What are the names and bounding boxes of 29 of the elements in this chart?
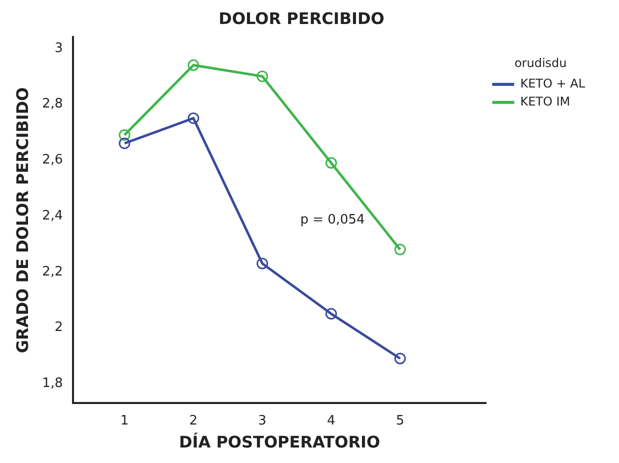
y-tick-label: 2,4 — [42, 208, 63, 224]
y-tick-label: 2,8 — [42, 96, 63, 112]
y-tick-label: 3 — [54, 40, 63, 56]
annotation: p = 0,054 — [300, 212, 365, 228]
y-tick-label: 1,8 — [42, 376, 63, 392]
y-tick-label: 2 — [54, 320, 63, 336]
legend-title: orudisdu — [514, 56, 567, 70]
point — [118, 129, 130, 141]
x-tick-label: 4 — [327, 413, 336, 428]
point — [256, 258, 268, 270]
x-axis-title: DÍA POSTOPERATORIO — [179, 432, 380, 452]
point — [256, 70, 268, 82]
point — [394, 352, 406, 364]
point — [394, 244, 406, 256]
y-tick-label: 2,2 — [42, 264, 63, 280]
legend-label: KETO + AL — [520, 76, 586, 91]
x-tick-label: 2 — [189, 413, 198, 428]
x-tick-label: 5 — [396, 413, 404, 428]
point — [188, 112, 200, 124]
x-tick-label: 1 — [120, 413, 129, 428]
y-axis-title: GRADO DE DOLOR PERCIBIDO — [12, 87, 32, 354]
point — [188, 59, 200, 71]
y-tick-label: 2,6 — [42, 152, 63, 168]
x-tick-label: 3 — [258, 413, 266, 428]
point — [325, 157, 337, 169]
legend-label: KETO IM — [520, 94, 570, 109]
point — [118, 138, 130, 150]
chart-title: DOLOR PERCIBIDO — [218, 8, 384, 28]
point — [325, 308, 337, 320]
